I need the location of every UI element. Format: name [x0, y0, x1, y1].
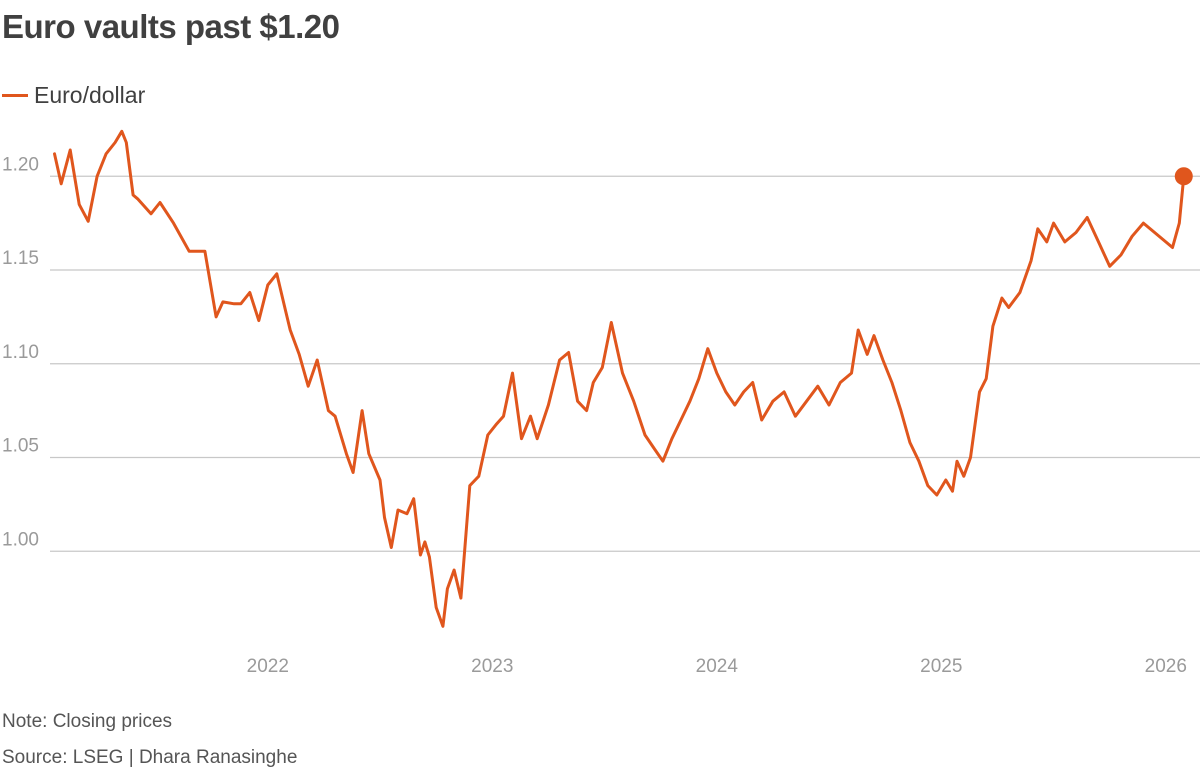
y-axis-ticks: 1.00 1.05 1.10 1.15 1.20 — [2, 154, 39, 550]
y-tick-label: 1.00 — [2, 529, 39, 550]
legend-swatch — [2, 94, 28, 97]
x-tick-label: 2023 — [471, 656, 513, 677]
x-axis-ticks: 2022 2023 2024 2025 2026 — [247, 656, 1187, 677]
y-tick-label: 1.15 — [2, 248, 39, 269]
line-chart: 1.001.051.101.151.20 2022 2023 2024 2025 202… — [2, 129, 1200, 677]
gridlines — [50, 175, 1200, 552]
x-tick-label: 2022 — [247, 656, 289, 677]
chart-title: Euro vaults past $1.20 — [2, 8, 340, 45]
y-tick-label: 1.20 — [2, 154, 39, 175]
y-tick-label: 1.05 — [2, 436, 39, 457]
x-tick-label: 2024 — [696, 656, 739, 677]
legend: Euro/dollar — [2, 82, 145, 109]
x-tick-label: 2025 — [920, 656, 962, 677]
x-tick-label: 2026 — [1145, 656, 1187, 677]
chart-source: Source: LSEG | Dhara Ranasinghe — [2, 747, 298, 768]
series-line-euro-dollar — [53, 129, 1186, 628]
legend-label: Euro/dollar — [34, 82, 146, 108]
y-tick-label: 1.10 — [2, 342, 39, 363]
end-point-marker — [1174, 167, 1193, 186]
chart-note: Note: Closing prices — [2, 711, 173, 732]
series-group: 1.2 — [53, 129, 1193, 628]
